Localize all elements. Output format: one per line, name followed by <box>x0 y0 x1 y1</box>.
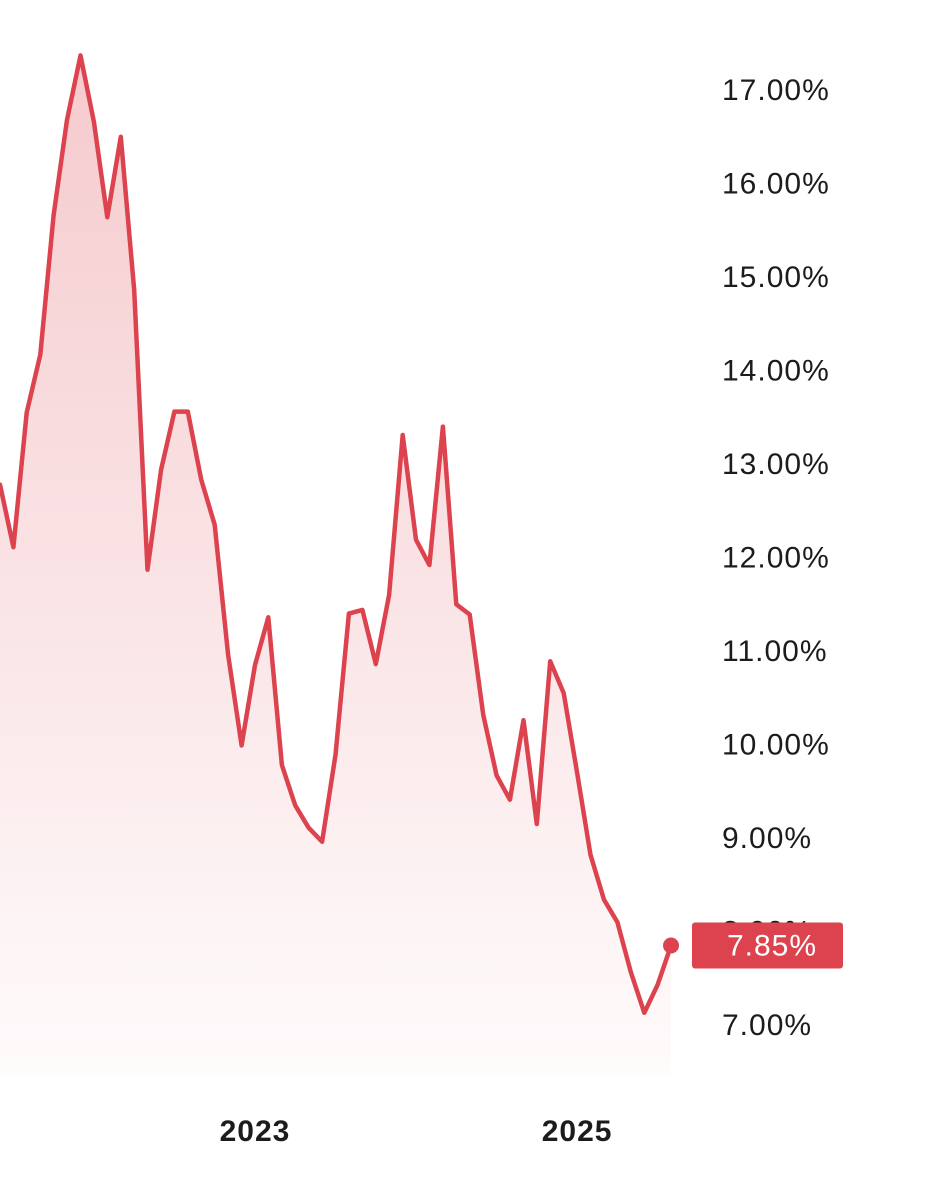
y-tick-label: 15.00% <box>722 261 830 294</box>
y-tick-label: 12.00% <box>722 541 830 574</box>
y-tick-label: 14.00% <box>722 354 830 387</box>
y-tick-label: 7.00% <box>722 1009 812 1042</box>
line <box>0 53 674 1016</box>
area-fill <box>0 55 671 1075</box>
y-tick-label: 10.00% <box>722 728 830 761</box>
y-tick-label: 17.00% <box>722 74 830 107</box>
y-tick-label: 11.00% <box>722 635 828 668</box>
y-tick-label: 13.00% <box>722 448 830 481</box>
value-label: 7.85% <box>727 929 817 962</box>
y-tick-label: 9.00% <box>722 822 812 855</box>
last-point <box>663 937 679 954</box>
x-tick-label: 2025 <box>542 1115 613 1148</box>
value-label-box <box>692 922 843 969</box>
x-tick-label: 2023 <box>220 1115 291 1148</box>
y-tick-label: 16.00% <box>722 167 830 200</box>
